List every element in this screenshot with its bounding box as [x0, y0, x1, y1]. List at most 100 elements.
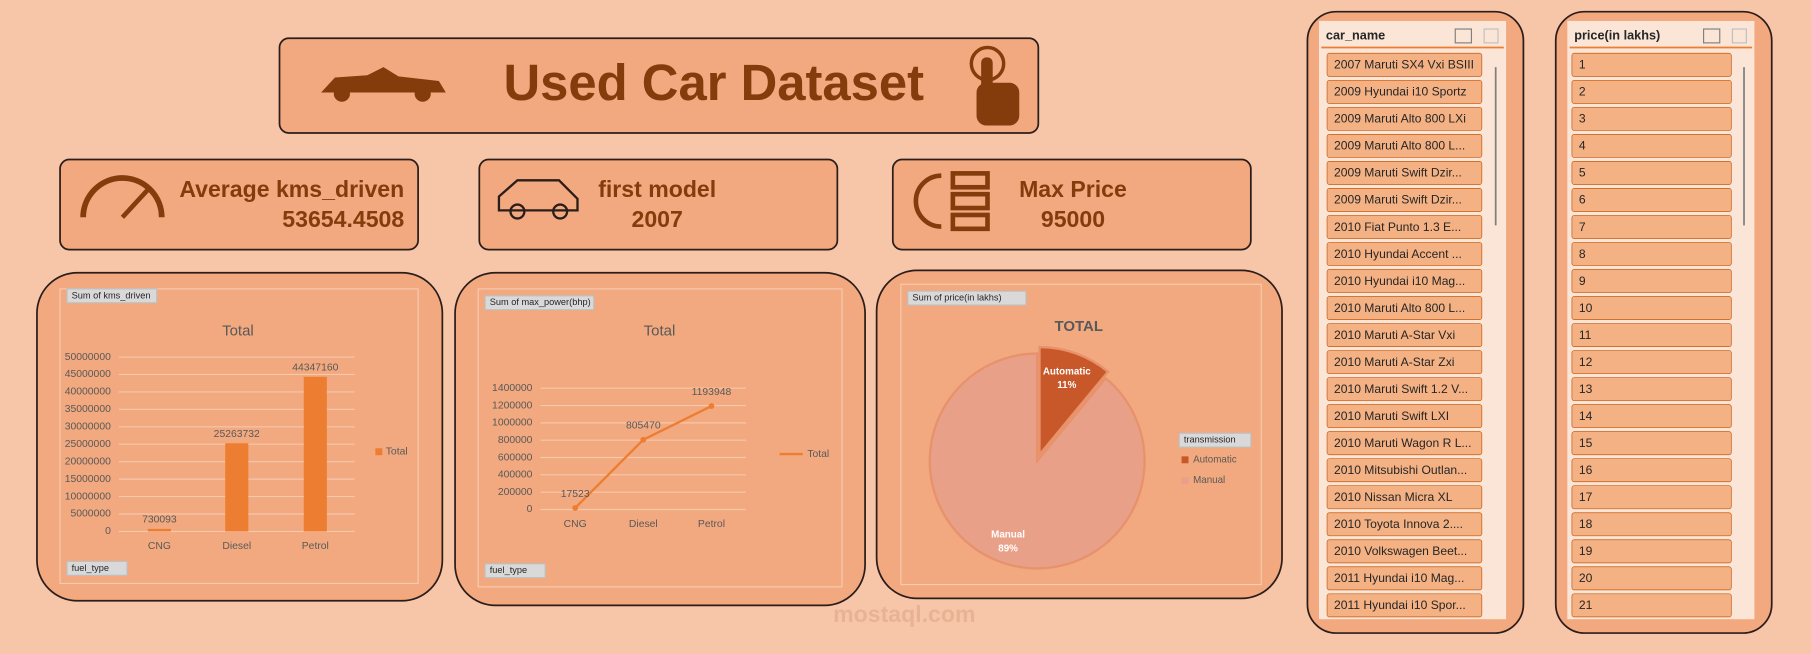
- slicer-item[interactable]: [1571, 539, 1732, 564]
- y-tick-label: 10000000: [65, 491, 111, 502]
- slicer-item[interactable]: [1326, 593, 1483, 618]
- x-tick-label: Petrol: [698, 519, 725, 530]
- slicer-item[interactable]: [1326, 161, 1483, 185]
- y-tick-label: 1000000: [492, 418, 533, 429]
- filter-button[interactable]: [484, 563, 546, 579]
- slicer-item-text: 2010 Maruti A-Star Zxi: [1334, 355, 1454, 369]
- slicer-item[interactable]: [1326, 512, 1483, 537]
- y-tick-label: 45000000: [65, 369, 111, 380]
- slicer-title: price(in lakhs): [1574, 28, 1660, 42]
- slicer-item[interactable]: [1571, 188, 1732, 212]
- slicer-item-text: 2011 Hyundai i10 Mag...: [1334, 571, 1464, 585]
- slicer-item[interactable]: [1571, 242, 1732, 266]
- slicer-item[interactable]: [1326, 323, 1483, 347]
- slicer-item[interactable]: [1571, 458, 1732, 483]
- legend-label: Total: [807, 449, 829, 460]
- slicer-item[interactable]: [1326, 539, 1483, 564]
- slicer-item[interactable]: [1326, 52, 1483, 77]
- slicer-item[interactable]: [1326, 566, 1483, 591]
- slicer-item-text: 2009 Hyundai i10 Sportz: [1334, 85, 1467, 99]
- pie-slice: [928, 352, 1146, 570]
- plot-frame: [900, 283, 1262, 586]
- slicer-item-text: 9: [1579, 274, 1586, 288]
- slicer-item-text: 17: [1579, 490, 1593, 504]
- y-tick-label: 200000: [498, 487, 533, 498]
- slicer-item[interactable]: [1571, 161, 1732, 185]
- slicer-item[interactable]: [1571, 350, 1732, 375]
- slicer-item-text: 2009 Maruti Alto 800 LXi: [1334, 112, 1466, 126]
- slicer-item-text: 21: [1579, 598, 1593, 612]
- slicer-item[interactable]: [1571, 106, 1732, 131]
- plot-frame: [477, 288, 843, 588]
- bar: [225, 443, 249, 532]
- data-label: 89%: [998, 543, 1018, 554]
- slicer-item[interactable]: [1571, 485, 1732, 510]
- y-tick-label: 30000000: [65, 422, 111, 433]
- slicer-item[interactable]: [1326, 106, 1483, 131]
- y-tick-label: 40000000: [65, 387, 111, 398]
- slicer-item[interactable]: [1326, 431, 1483, 456]
- slicer-item[interactable]: [1571, 52, 1732, 77]
- filter-button[interactable]: [66, 560, 128, 576]
- x-tick-label: CNG: [564, 519, 587, 530]
- y-tick-label: 5000000: [70, 509, 111, 520]
- field-button-text: Sum of max_power(bhp): [490, 297, 591, 307]
- data-label: 17523: [561, 489, 590, 500]
- slicer-item[interactable]: [1571, 134, 1732, 158]
- x-tick-label: Diesel: [222, 541, 251, 552]
- clear-filter-button[interactable]: [1483, 28, 1499, 44]
- slicer-item-text: 2010 Volkswagen Beet...: [1334, 544, 1467, 558]
- slicer-item[interactable]: [1326, 188, 1483, 212]
- field-button[interactable]: [907, 290, 1027, 306]
- slicer-item-text: 8: [1579, 247, 1586, 261]
- slicer-item[interactable]: [1326, 215, 1483, 239]
- slicer-item[interactable]: [1326, 404, 1483, 429]
- slicer-item[interactable]: [1326, 350, 1483, 375]
- x-tick-label: Petrol: [302, 541, 329, 552]
- field-button[interactable]: [484, 295, 595, 311]
- slicer-item[interactable]: [1326, 269, 1483, 293]
- chart-title: TOTAL: [1054, 318, 1103, 335]
- slicer-item[interactable]: [1326, 79, 1483, 104]
- slicer-item[interactable]: [1571, 296, 1732, 320]
- slicer-item-text: 2010 Hyundai i10 Mag...: [1334, 274, 1465, 288]
- marker: [708, 403, 715, 409]
- data-label: 730093: [142, 514, 177, 525]
- legend-title-button[interactable]: [1178, 432, 1252, 448]
- slicer-item[interactable]: [1326, 377, 1483, 402]
- slicer-item-text: 2009 Maruti Swift Dzir...: [1334, 166, 1462, 180]
- slicer-item[interactable]: [1571, 431, 1732, 456]
- legend-title-button-text: transmission: [1184, 435, 1236, 445]
- slicer-item[interactable]: [1326, 458, 1483, 483]
- slicer-item[interactable]: [1571, 377, 1732, 402]
- slicer-item-text: 4: [1579, 139, 1586, 153]
- slicer-item[interactable]: [1571, 593, 1732, 618]
- slicer-item[interactable]: [1326, 134, 1483, 158]
- slicer-item[interactable]: [1571, 215, 1732, 239]
- slicer-item[interactable]: [1571, 323, 1732, 347]
- slicer-item-text: 1: [1579, 58, 1586, 72]
- slicer-item-text: 2009 Maruti Alto 800 L...: [1334, 139, 1465, 153]
- data-label: 44347160: [292, 362, 338, 373]
- slicer-item[interactable]: [1571, 512, 1732, 537]
- slicer-item[interactable]: [1571, 79, 1732, 104]
- field-button[interactable]: [66, 288, 158, 304]
- clear-filter-button[interactable]: [1731, 28, 1747, 44]
- field-button-text: Sum of price(in lakhs): [912, 293, 1001, 303]
- slicer-item[interactable]: [1326, 485, 1483, 510]
- chart-container: [36, 271, 444, 602]
- legend-label: Automatic: [1193, 454, 1237, 465]
- gauge-icon: [80, 175, 165, 218]
- y-tick-label: 25000000: [65, 439, 111, 450]
- slicer-item-text: 2010 Maruti Swift 1.2 V...: [1334, 382, 1468, 396]
- slicer-item[interactable]: [1326, 296, 1483, 320]
- slicer-item[interactable]: [1571, 269, 1732, 293]
- slicer-item[interactable]: [1571, 566, 1732, 591]
- slicer-item[interactable]: [1571, 404, 1732, 429]
- y-tick-label: 35000000: [65, 404, 111, 415]
- multi-select-button[interactable]: [1454, 28, 1473, 44]
- slicer-item[interactable]: [1326, 242, 1483, 266]
- kpi-card: [478, 158, 839, 251]
- multi-select-button[interactable]: [1703, 28, 1721, 44]
